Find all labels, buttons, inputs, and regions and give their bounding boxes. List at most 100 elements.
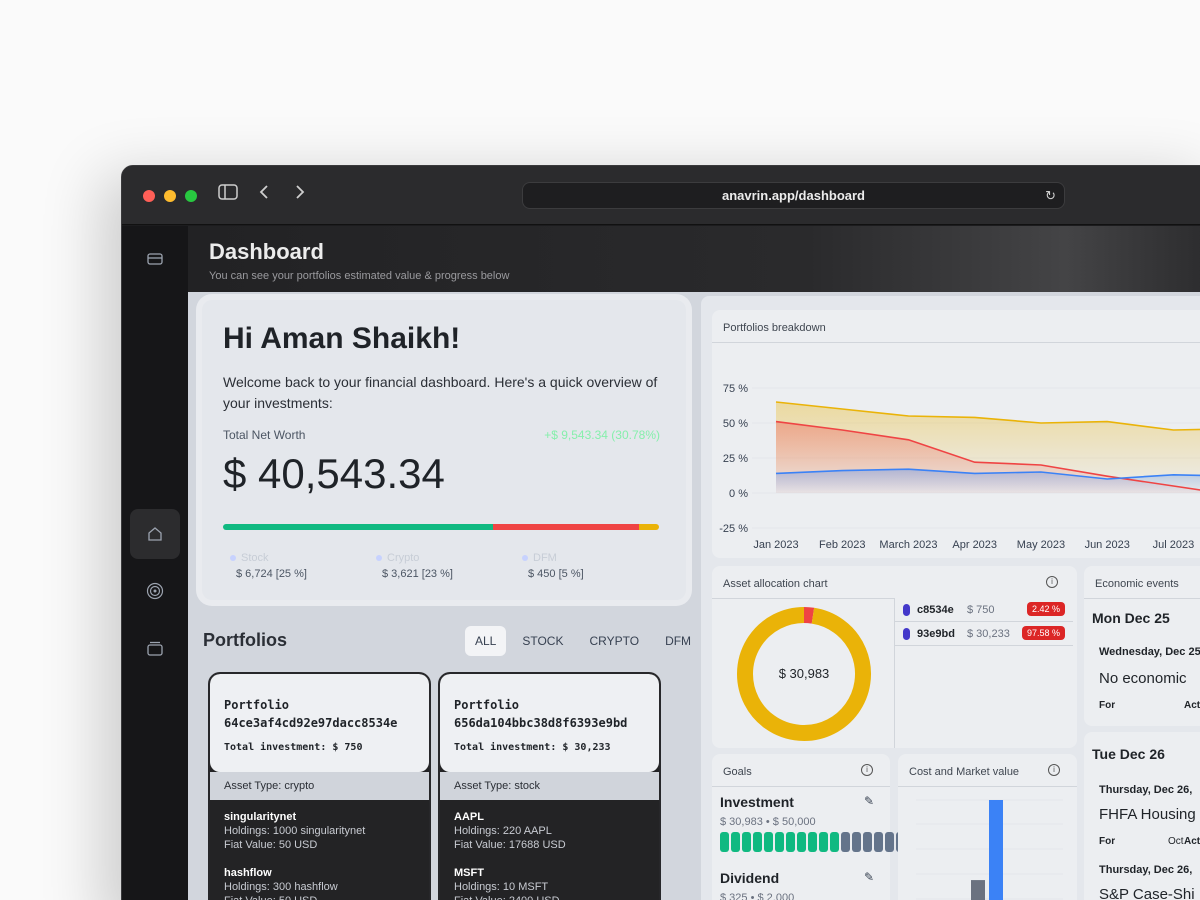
bar-market (989, 800, 1003, 900)
portfolio-card[interactable]: Portfolio 656da104bbc38d8f6393e9bd Total… (438, 672, 661, 900)
home-icon[interactable] (130, 509, 180, 559)
econ-day: Mon Dec 25 (1092, 610, 1170, 626)
holding-name: MSFT (454, 867, 484, 879)
breakdown-chart-panel: Portfolios breakdown 75 % 50 % 25 % 0 % -25 … (712, 310, 1200, 558)
close-window-button[interactable] (143, 190, 155, 202)
allocation-row[interactable]: c8534e $ 750 2.42 % (895, 598, 1073, 622)
x-tick-label: Jan 2023 (753, 539, 798, 551)
allocation-percent: 2.42 % (1026, 602, 1065, 616)
portfolio-id: 64ce3af4cd92e97dacc8534e (224, 716, 398, 730)
edit-goal-icon[interactable]: ✎ (864, 870, 875, 884)
econ-date: Thursday, Dec 26, (1099, 864, 1193, 876)
bar-segment-dfm (639, 524, 659, 530)
goal-name: Dividend (720, 870, 780, 886)
holding-name: AAPL (454, 811, 484, 823)
goal-progress-segment (819, 832, 828, 852)
holding-qty: Holdings: 10 MSFT (454, 881, 549, 893)
goal-progress-segment (731, 832, 740, 852)
econ-date: Thursday, Dec 26, (1099, 784, 1193, 796)
menu-icon[interactable] (130, 234, 180, 284)
goal-progress-text: $ 325 • $ 2,000 (720, 892, 795, 900)
filter-dfm[interactable]: DFM (665, 634, 692, 648)
portfolio-investment: Total investment: $ 750 (224, 742, 363, 753)
goals-title: Goals (723, 766, 752, 778)
legend-stock-name: Stock (230, 552, 269, 564)
allocation-amount: $ 30,233 (967, 628, 1010, 640)
cost-market-title: Cost and Market value (909, 766, 1020, 778)
info-icon[interactable]: i (1046, 576, 1058, 588)
portfolio-stack-icon[interactable] (130, 623, 180, 673)
net-worth-bar (223, 524, 659, 530)
y-tick-label: -25 % (719, 523, 748, 535)
goal-progress-segment (830, 832, 839, 852)
allocation-row[interactable]: 93e9bd $ 30,233 97.58 % (895, 622, 1073, 646)
allocation-panel: Asset allocation chart i $ 30,983 c8534e… (712, 566, 1077, 748)
y-tick-label: 25 % (723, 453, 748, 465)
y-tick-label: 50 % (723, 418, 748, 430)
panel-divider (712, 786, 890, 787)
goal-progress-segment (808, 832, 817, 852)
x-tick-label: Apr 2023 (952, 539, 997, 551)
holding-fiat: Fiat Value: 2400 USD (454, 895, 560, 900)
econ-forecast-label: For (1099, 700, 1116, 711)
holding-item: AAPL Holdings: 220 AAPL Fiat Value: 1768… (454, 810, 566, 852)
series-area-blue (776, 469, 1200, 493)
legend-crypto-name: Crypto (376, 552, 419, 564)
bar-segment-crypto (493, 524, 640, 530)
holding-qty: Holdings: 300 hashflow (224, 881, 338, 893)
goal-progress-segment (852, 832, 861, 852)
net-worth-change: +$ 9,543.34 (30.78%) (544, 428, 660, 442)
goal-name: Investment (720, 794, 794, 810)
goals-panel: Goals i Investment ✎ $ 30,983 • $ 50,000… (712, 754, 916, 900)
info-icon[interactable]: i (861, 764, 873, 776)
address-bar[interactable]: anavrin.app/dashboard ↻ (522, 182, 1065, 209)
allocation-title: Asset allocation chart (723, 578, 828, 590)
portfolio-name: Portfolio (454, 698, 520, 712)
allocation-donut (737, 607, 871, 741)
holding-fiat: Fiat Value: 50 USD (224, 895, 317, 900)
portfolio-name: Portfolio (224, 698, 290, 712)
goal-progress-segment (775, 832, 784, 852)
legend-crypto-value: $ 3,621 [23 %] (382, 568, 453, 580)
holding-qty: Holdings: 1000 singularitynet (224, 825, 366, 837)
filter-stock[interactable]: STOCK (522, 634, 564, 648)
back-icon[interactable] (258, 184, 270, 204)
goal-progress-text: $ 30,983 • $ 50,000 (720, 816, 816, 828)
legend-stock: Stock $ 6,724 [25 %] (230, 552, 307, 580)
goals-target-icon[interactable] (130, 566, 180, 616)
page-header: Dashboard You can see your portfolios es… (188, 226, 1200, 292)
bar-cost (971, 880, 985, 900)
minimize-window-button[interactable] (164, 190, 176, 202)
info-icon[interactable]: i (1048, 764, 1060, 776)
econ-event-title[interactable]: No economic (1099, 670, 1187, 687)
net-worth-value: $ 40,543.34 (223, 450, 445, 497)
portfolio-asset-type: Asset Type: crypto (210, 772, 429, 800)
goal-progress-segment (885, 832, 894, 852)
browser-titlebar: anavrin.app/dashboard ↻ (122, 166, 1200, 225)
filter-all[interactable]: ALL (465, 626, 507, 656)
breakdown-chart-title: Portfolios breakdown (723, 322, 826, 334)
holding-name: singularitynet (224, 811, 297, 823)
econ-event-title[interactable]: FHFA Housing (1099, 806, 1196, 823)
holding-name: hashflow (224, 867, 272, 879)
bar-segment-stock (223, 524, 494, 530)
portfolio-card[interactable]: Portfolio 64ce3af4cd92e97dacc8534e Total… (208, 672, 431, 900)
goal-progress-segment (720, 832, 729, 852)
reload-icon[interactable]: ↻ (1045, 188, 1056, 203)
allocation-percent: 97.58 % (1021, 626, 1065, 640)
portfolio-investment: Total investment: $ 30,233 (454, 742, 611, 753)
filter-crypto[interactable]: CRYPTO (589, 634, 640, 648)
econ-event-title[interactable]: S&P Case-Shi (1099, 886, 1195, 900)
goal-progress-segment (841, 832, 850, 852)
sidebar-toggle-icon[interactable] (218, 184, 238, 204)
econ-actual-label: Act (1184, 700, 1200, 711)
portfolio-card-header: Portfolio 64ce3af4cd92e97dacc8534e Total… (210, 674, 429, 772)
y-tick-label: 0 % (729, 488, 748, 500)
edit-goal-icon[interactable]: ✎ (864, 794, 875, 808)
maximize-window-button[interactable] (185, 190, 197, 202)
portfolio-card-header: Portfolio 656da104bbc38d8f6393e9bd Total… (440, 674, 659, 772)
forward-icon[interactable] (294, 184, 306, 204)
econ-date: Wednesday, Dec 25, (1099, 646, 1200, 658)
goal-progress-segment (753, 832, 762, 852)
goal-progress-segment (764, 832, 773, 852)
